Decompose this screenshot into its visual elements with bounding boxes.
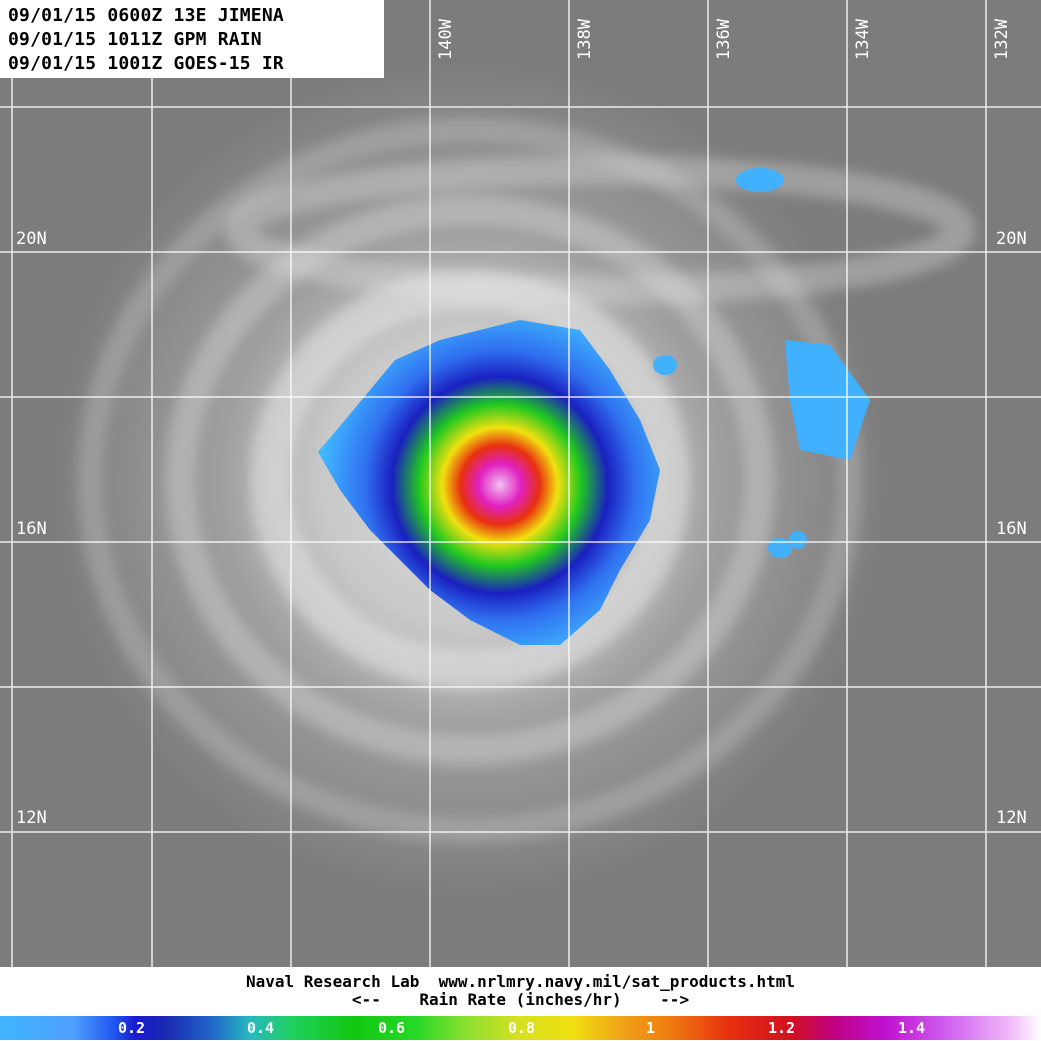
- colorbar-label: 0.8: [508, 1019, 536, 1037]
- latitude-label: 20N: [16, 229, 47, 249]
- header-line-storm: 09/01/15 0600Z 13E JIMENA: [8, 5, 284, 26]
- rain-cell: [789, 531, 807, 549]
- longitude-label: 138W: [575, 19, 595, 60]
- longitude-label: 132W: [992, 19, 1012, 60]
- rain-cell: [653, 355, 677, 375]
- longitude-label: 136W: [714, 19, 734, 60]
- latitude-label: 12N: [16, 808, 47, 828]
- credit-text: Naval Research Lab www.nrlmry.navy.mil/s…: [245, 972, 796, 991]
- colorbar-label: 1.2: [768, 1019, 796, 1037]
- latitude-label: 12N: [996, 808, 1027, 828]
- header-panel: 09/01/15 0600Z 13E JIMENA 09/01/15 1011Z…: [0, 0, 384, 78]
- longitude-label: 140W: [436, 19, 456, 60]
- colorbar-label: 0.2: [118, 1019, 146, 1037]
- rain-rate-colorbar: [0, 1016, 1041, 1040]
- rain-overlay: [318, 168, 870, 645]
- spiral-cloud-bands: [77, 117, 975, 843]
- colorbar-label: 1: [646, 1019, 656, 1037]
- rain-cell: [768, 538, 792, 558]
- header-line-ir: 09/01/15 1001Z GOES-15 IR: [8, 53, 284, 74]
- colorbar-label: 0.6: [378, 1019, 406, 1037]
- longitude-label: 134W: [853, 19, 873, 60]
- rain-cell: [736, 168, 784, 192]
- lat-lon-grid: [0, 0, 1041, 967]
- latitude-label: 20N: [996, 229, 1027, 249]
- colorbar-label: 0.4: [247, 1019, 275, 1037]
- header-line-rain: 09/01/15 1011Z GPM RAIN: [8, 29, 262, 50]
- map-image: [0, 0, 1041, 967]
- rain-cell: [785, 340, 870, 460]
- rain-swath: [318, 320, 660, 645]
- latitude-label: 16N: [16, 519, 47, 539]
- colorbar-label: 1.4: [898, 1019, 926, 1037]
- latitude-label: 16N: [996, 519, 1027, 539]
- scale-title: <-- Rain Rate (inches/hr) -->: [351, 990, 690, 1009]
